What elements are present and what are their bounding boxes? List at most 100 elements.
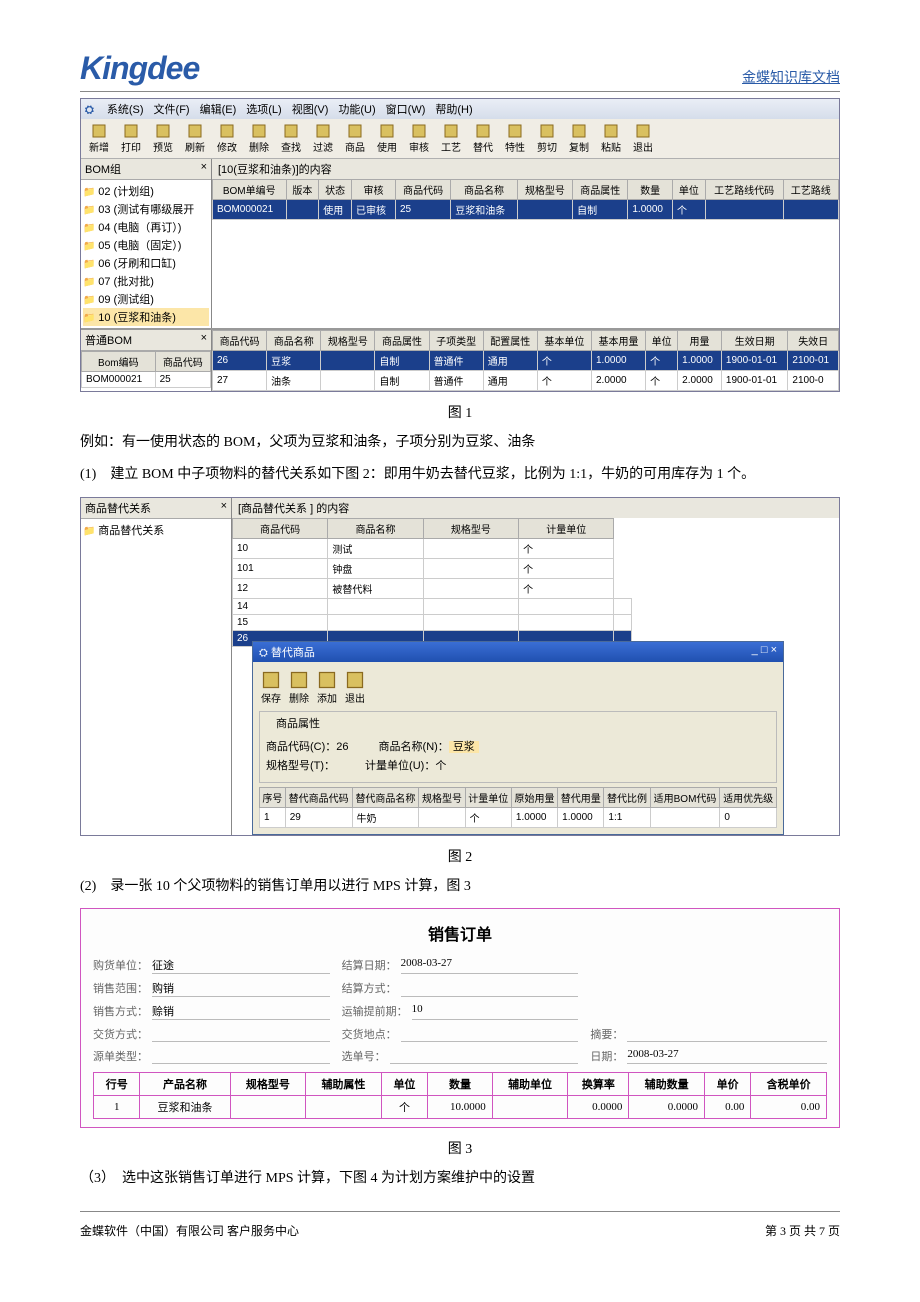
dialog-toolbar[interactable]: 保存删除添加退出	[259, 668, 777, 707]
sales-order: 销售订单 购货单位：征途结算日期：2008-03-27 销售范围：购销结算方式： 销…	[80, 908, 840, 1128]
order-field: 源单类型：	[93, 1048, 330, 1064]
tree-node[interactable]: 05 (电脑（固定）)	[83, 236, 209, 254]
order-field: 选单号：	[342, 1048, 579, 1064]
order-fields: 购货单位：征途结算日期：2008-03-27 销售范围：购销结算方式： 销售方式：赊…	[93, 957, 827, 1064]
paste-button[interactable]: 粘贴	[597, 121, 625, 156]
fig2-side-title: 商品替代关系	[85, 500, 151, 516]
tree-node[interactable]: 04 (电脑（再订）)	[83, 218, 209, 236]
footer-left: 金蝶软件（中国）有限公司 客户服务中心	[80, 1222, 299, 1239]
tree-node[interactable]: 10 (豆浆和油条)	[83, 308, 209, 326]
para-1: 例如：有一使用状态的 BOM，父项为豆浆和油条，子项分别为豆浆、油条	[80, 432, 840, 454]
order-field: 销售方式：赊销	[93, 1003, 330, 1020]
substitute-dialog: ⛭ 替代商品 _ □ × 保存删除添加退出 商品属性 商品代码(C)：26商品名称…	[252, 641, 784, 835]
toolbar[interactable]: 新增打印预览刷新修改删除查找过滤商品使用审核工艺替代特性剪切复制粘贴退出	[81, 119, 839, 159]
fig2-label: 图 2	[80, 846, 840, 866]
fig2-app: 商品替代关系 × 商品替代关系 [商品替代关系 ] 的内容 商品代码商品名称规格型…	[80, 497, 840, 836]
product-attr-group: 商品属性 商品代码(C)：26商品名称(N)：豆浆 规格型号(T)：计量单位(U…	[259, 711, 777, 783]
close-icon[interactable]: ×	[201, 161, 207, 177]
refresh-button[interactable]: 刷新	[181, 121, 209, 156]
dialog-btn[interactable]: 删除	[289, 670, 309, 705]
edit-button[interactable]: 修改	[213, 121, 241, 156]
menu-item[interactable]: 功能(U)	[338, 104, 375, 116]
bom-detail-grid[interactable]: 商品代码商品名称规格型号商品属性子项类型配置属性基本单位基本用量单位用量生效日期…	[212, 330, 839, 391]
maximize-icon[interactable]: □	[761, 644, 768, 656]
order-field: 日期：2008-03-27	[590, 1048, 827, 1064]
order-field: 结算方式：	[342, 980, 579, 997]
logo: Kingdee	[80, 50, 199, 87]
fig2-side: 商品替代关系 × 商品替代关系	[81, 498, 232, 835]
dialog-btn[interactable]: 保存	[261, 670, 281, 705]
close-icon[interactable]: ×	[221, 500, 227, 516]
dialog-btn[interactable]: 退出	[345, 670, 365, 705]
print-button[interactable]: 打印	[117, 121, 145, 156]
order-field: 结算日期：2008-03-27	[342, 957, 579, 974]
tree-node[interactable]: 02 (计划组)	[83, 182, 209, 200]
fig1-app: ⛭ 系统(S)文件(F)编辑(E)选项(L)视图(V)功能(U)窗口(W)帮助(…	[80, 98, 840, 392]
menu-item[interactable]: 编辑(E)	[200, 104, 237, 116]
para-3: (2) 录一张 10 个父项物料的销售订单用以进行 MPS 计算，图 3	[80, 876, 840, 898]
order-title: 销售订单	[93, 921, 827, 945]
lower-right-pane: 商品代码商品名称规格型号商品属性子项类型配置属性基本单位基本用量单位用量生效日期…	[212, 330, 839, 391]
cut-button[interactable]: 剪切	[533, 121, 561, 156]
find-button[interactable]: 查找	[277, 121, 305, 156]
order-field: 购货单位：征途	[93, 957, 330, 974]
copy-button[interactable]: 复制	[565, 121, 593, 156]
name-value: 豆浆	[449, 741, 479, 753]
order-field: 摘要：	[590, 1026, 827, 1042]
bom-tree[interactable]: 02 (计划组)03 (测试有哪级展开04 (电脑（再订）)05 (电脑（固定）…	[81, 180, 211, 328]
tree-node[interactable]: 03 (测试有哪级展开	[83, 200, 209, 218]
header-title: 金蝶知识库文档	[742, 67, 840, 87]
alt-button[interactable]: 替代	[469, 121, 497, 156]
fig2-main: [商品替代关系 ] 的内容 商品代码商品名称规格型号计量单位10测试个101钟盘…	[232, 498, 839, 835]
page-footer: 金蝶软件（中国）有限公司 客户服务中心 第 3 页 共 7 页	[80, 1211, 840, 1239]
new-button[interactable]: 新增	[85, 121, 113, 156]
fig1-label: 图 1	[80, 402, 840, 422]
del-button[interactable]: 删除	[245, 121, 273, 156]
dialog-btn[interactable]: 添加	[317, 670, 337, 705]
goods-button[interactable]: 商品	[341, 121, 369, 156]
unit-value: 个	[435, 760, 446, 772]
exit-button[interactable]: 退出	[629, 121, 657, 156]
preview-button[interactable]: 预览	[149, 121, 177, 156]
minimize-icon[interactable]: _	[752, 644, 758, 656]
menu-item[interactable]: 帮助(H)	[435, 104, 472, 116]
substitute-grid[interactable]: 序号替代商品代码替代商品名称规格型号计量单位原始用量替代用量替代比例适用BOM代…	[259, 787, 777, 828]
para-2: (1) 建立 BOM 中子项物料的替代关系如下图 2：即用牛奶去替代豆浆，比例为…	[80, 464, 840, 486]
lower-left-title: 普通BOM	[85, 332, 132, 348]
menu-item[interactable]: 窗口(W)	[386, 104, 426, 116]
menu-item[interactable]: 视图(V)	[292, 104, 329, 116]
close-icon[interactable]: ×	[201, 332, 207, 348]
bom-grid[interactable]: BOM单编号版本状态审核商品代码商品名称规格型号商品属性数量单位工艺路线代码工艺…	[212, 179, 839, 220]
app-icon: ⛭	[259, 647, 271, 659]
prop-button[interactable]: 特性	[501, 121, 529, 156]
bom-tree-pane: BOM组 × 02 (计划组)03 (测试有哪级展开04 (电脑（再订）)05 (…	[81, 159, 212, 328]
grid-title: [10(豆浆和油条)]的内容	[212, 159, 839, 179]
craft-button[interactable]: 工艺	[437, 121, 465, 156]
code-value: 26	[336, 741, 348, 753]
close-icon[interactable]: ×	[771, 644, 777, 656]
audit-button[interactable]: 审核	[405, 121, 433, 156]
use-button[interactable]: 使用	[373, 121, 401, 156]
footer-right: 第 3 页 共 7 页	[765, 1222, 840, 1239]
fig3-label: 图 3	[80, 1138, 840, 1158]
dialog-title: 替代商品	[271, 647, 315, 659]
order-field: 交货方式：	[93, 1026, 330, 1042]
menubar[interactable]: ⛭ 系统(S)文件(F)编辑(E)选项(L)视图(V)功能(U)窗口(W)帮助(…	[81, 99, 839, 119]
tree-item[interactable]: 商品替代关系	[83, 521, 229, 539]
page-header: Kingdee 金蝶知识库文档	[80, 50, 840, 92]
fig2-grid[interactable]: 商品代码商品名称规格型号计量单位10测试个101钟盘个12被替代料个141526	[232, 518, 632, 647]
side-title: BOM组	[85, 161, 121, 177]
menu-item[interactable]: 系统(S)	[107, 104, 144, 116]
fig2-grid-title: [商品替代关系 ] 的内容	[232, 498, 839, 518]
bom-grid-pane: [10(豆浆和油条)]的内容 BOM单编号版本状态审核商品代码商品名称规格型号商…	[212, 159, 839, 328]
tree-node[interactable]: 07 (批对批)	[83, 272, 209, 290]
tree-node[interactable]: 06 (牙刷和口缸)	[83, 254, 209, 272]
menu-item[interactable]: 选项(L)	[246, 104, 281, 116]
order-field: 销售范围：购销	[93, 980, 330, 997]
filter-button[interactable]: 过滤	[309, 121, 337, 156]
menu-item[interactable]: 文件(F)	[154, 104, 190, 116]
order-grid[interactable]: 行号产品名称规格型号辅助属性单位数量辅助单位换算率辅助数量单价含税单价1豆浆和油…	[93, 1072, 827, 1119]
tree-node[interactable]: 09 (测试组)	[83, 290, 209, 308]
order-field: 交货地点：	[342, 1026, 579, 1042]
order-field: 运输提前期：10	[342, 1003, 579, 1020]
